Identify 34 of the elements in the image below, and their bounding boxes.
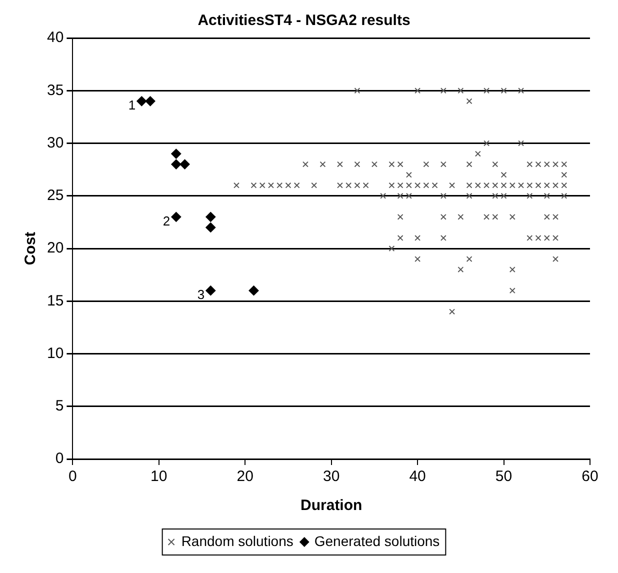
y-tick-label: 35 <box>46 82 64 99</box>
point <box>171 148 182 159</box>
y-tick-label: 5 <box>55 398 64 415</box>
point <box>136 96 147 106</box>
y-tick-label: 15 <box>46 292 64 310</box>
annotation: 1 <box>128 98 136 113</box>
x-tick-label: 10 <box>150 468 168 486</box>
point <box>206 222 216 232</box>
point <box>206 212 216 222</box>
point <box>206 286 216 296</box>
y-tick-label: 30 <box>46 134 64 152</box>
legend-label: Generated solutions <box>314 532 440 549</box>
y-axis-title: Cost <box>22 232 40 266</box>
x-tick-label: 20 <box>236 468 254 486</box>
y-tick-label: 40 <box>46 29 64 46</box>
y-tick-label: 10 <box>46 344 64 362</box>
x-tick-label: 60 <box>582 468 598 486</box>
y-tick-label: 0 <box>55 450 64 468</box>
annotation: 3 <box>197 287 205 302</box>
x-tick-label: 0 <box>68 468 77 486</box>
x-axis-title: Duration <box>300 497 362 514</box>
point <box>180 159 190 170</box>
point <box>145 96 156 106</box>
legend-label: Random solutions <box>181 532 294 549</box>
point <box>171 159 182 170</box>
x-tick-label: 40 <box>409 468 426 486</box>
y-tick-label: 25 <box>46 187 64 204</box>
x-tick-label: 50 <box>495 468 512 486</box>
point <box>248 286 259 296</box>
y-tick-label: 20 <box>46 240 64 257</box>
point <box>171 212 182 222</box>
annotation: 2 <box>162 214 170 229</box>
chart-title: ActivitiesST4 - NSGA2 results <box>198 12 410 30</box>
x-tick-label: 30 <box>323 468 340 486</box>
